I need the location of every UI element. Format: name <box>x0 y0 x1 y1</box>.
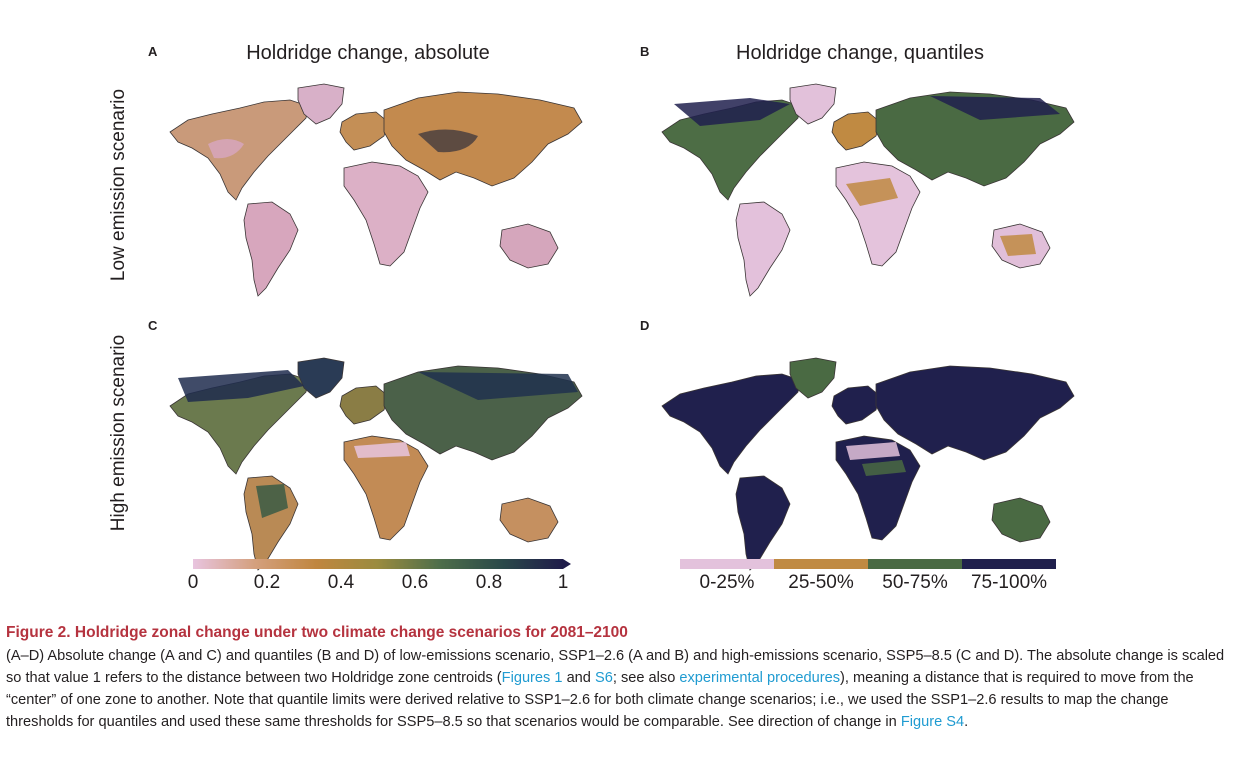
continent-greenland <box>789 83 837 125</box>
panel-title: Holdridge change, absolute <box>246 42 490 64</box>
continent-australia <box>499 223 559 269</box>
colorbar-quantiles: 0-25% 25-50% 50-75% 75-100% <box>680 558 1056 598</box>
panel-c: C <box>148 318 588 578</box>
caption-text: and <box>562 670 595 686</box>
continent-asia <box>875 365 1075 461</box>
zone-highlight <box>418 372 578 400</box>
continent-europe <box>339 111 389 151</box>
quantile-swatch <box>962 559 1056 569</box>
world-map <box>661 83 1075 297</box>
zone-highlight <box>674 98 790 126</box>
zone-highlight <box>1000 234 1036 256</box>
panel-title: Holdridge change, quantiles <box>736 42 984 64</box>
colorbar-absolute: 0 0.2 0.4 0.6 0.8 1 <box>188 558 571 598</box>
caption-link-s6[interactable]: S6 <box>594 670 613 686</box>
continent-australia <box>991 497 1051 543</box>
caption-link-figures-1[interactable]: Figures 1 <box>501 670 563 686</box>
continent-africa <box>343 161 429 267</box>
quantile-swatch <box>868 559 962 569</box>
zone-highlight <box>418 129 478 153</box>
zone-highlight <box>178 370 304 402</box>
colorbar-tick: 0 <box>187 572 199 593</box>
panel-letter: B <box>640 44 650 59</box>
world-map <box>661 357 1075 571</box>
continent-south-america <box>735 201 791 297</box>
continent-greenland <box>789 357 837 399</box>
colorbar-tick: 0.8 <box>475 572 503 593</box>
continent-greenland <box>297 357 345 399</box>
continent-africa <box>835 161 921 267</box>
panel-letter: C <box>148 318 158 333</box>
continent-north-america <box>661 373 801 475</box>
caption-link-experimental-procedures[interactable]: experimental procedures <box>679 670 840 686</box>
caption-text: ; see also <box>612 670 680 686</box>
world-map <box>169 357 583 571</box>
colorbar-absolute-gradient <box>193 559 571 569</box>
quantile-swatch <box>680 559 774 569</box>
figure-caption: Figure 2. Holdridge zonal change under t… <box>6 622 1228 733</box>
panel-b: B Holdridge change, quantiles <box>640 42 1080 304</box>
continent-europe <box>831 111 881 151</box>
zone-highlight <box>862 460 906 476</box>
continent-asia <box>383 91 583 187</box>
zone-highlight <box>256 484 288 518</box>
zone-highlight <box>846 442 900 460</box>
quantile-label: 0-25% <box>699 572 755 593</box>
colorbar-tick: 0.4 <box>327 572 355 593</box>
quantile-swatch <box>774 559 868 569</box>
colorbar-quantiles-blocks <box>680 559 1056 569</box>
caption-link-figure-s4[interactable]: Figure S4 <box>900 714 965 730</box>
colorbar-tick: 0.2 <box>253 572 281 593</box>
caption-text: ), meaning a distance that is required t… <box>6 670 1194 730</box>
panel-a: A Holdridge change, absolute <box>148 42 588 304</box>
world-map <box>169 83 583 297</box>
colorbar-tick: 0.6 <box>401 572 429 593</box>
zone-highlight <box>930 96 1060 120</box>
continent-greenland <box>297 83 345 125</box>
panel-d: D <box>640 318 1080 578</box>
figure-caption-title: Figure 2. Holdridge zonal change under t… <box>6 624 628 641</box>
colorbar-arrow <box>563 559 571 569</box>
continent-south-america <box>243 201 299 297</box>
zone-highlight <box>354 442 410 458</box>
continent-europe <box>831 385 881 425</box>
caption-text: . <box>964 714 969 730</box>
zone-highlight <box>846 178 898 206</box>
row-label-low: Low emission scenario <box>108 88 130 282</box>
quantile-label: 50-75% <box>882 572 948 593</box>
caption-text: (A–D) Absolute change (A and C) and quan… <box>6 648 1225 686</box>
panel-letter: A <box>148 44 158 59</box>
continent-south-america <box>735 475 791 571</box>
continent-europe <box>339 385 389 425</box>
quantile-label: 25-50% <box>788 572 854 593</box>
zone-highlight <box>208 139 244 159</box>
colorbar-tick: 1 <box>557 572 569 593</box>
panel-letter: D <box>640 318 650 333</box>
row-label-high: High emission scenario <box>108 334 130 532</box>
continent-australia <box>499 497 559 543</box>
quantile-label: 75-100% <box>970 572 1048 593</box>
